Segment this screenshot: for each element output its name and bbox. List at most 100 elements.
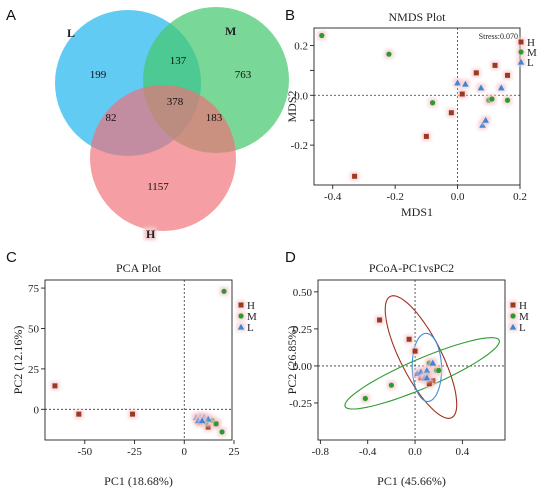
panel-letter-b: B xyxy=(285,7,295,24)
panel-b-ylabel: MDS2 xyxy=(285,90,299,122)
venn-count-m-only: 763 xyxy=(235,69,252,81)
panel-c-point-h xyxy=(76,411,82,417)
panel-d-point-l xyxy=(429,359,437,366)
panel-c-ytick-label: 50 xyxy=(28,323,40,335)
panel-b-legend-marker-h xyxy=(518,39,524,45)
pcoa-plot: -0.8 -0.4 0.0 0.4 -0.25 0.00 0.25 0.50 PCoA-PC1v… xyxy=(285,261,529,488)
panel-c-frame xyxy=(44,279,233,441)
panel-b-point-l xyxy=(482,116,489,123)
panel-d-title: PCoA-PC1vsPC2 xyxy=(369,261,454,275)
venn-count-l-only: 199 xyxy=(90,69,107,81)
panel-c-ylabel: PC2 (12.16%) xyxy=(11,326,25,395)
panel-b-point-h xyxy=(448,110,454,116)
panel-d-legend-label-l: L xyxy=(519,322,526,334)
panel-d-ytick-label: 0.00 xyxy=(293,361,313,373)
panel-b-point-h xyxy=(492,62,498,68)
panel-c-ytick-label: 75 xyxy=(28,283,40,295)
venn-count-l-h: 82 xyxy=(106,112,117,124)
panel-c-ytick-label: 25 xyxy=(28,364,40,376)
panel-b-point-m xyxy=(386,51,392,57)
venn-count-l-m: 137 xyxy=(170,55,187,67)
panel-d-xtick-label: 0.4 xyxy=(456,446,470,458)
panel-d-xtick-label: 0.0 xyxy=(408,446,422,458)
panel-d-ytick-label: -0.25 xyxy=(289,398,312,410)
pca-plot: -50 -25 0 25 0 25 50 75 PCA Plot PC1 (18.68%) PC2 … xyxy=(11,261,257,488)
panel-c-point-m xyxy=(213,421,219,427)
panel-b-point-l xyxy=(477,84,485,91)
panel-d-xtick-label: -0.4 xyxy=(359,446,377,458)
panel-c-legend-marker-h xyxy=(238,302,244,308)
panel-b-xlabel: MDS1 xyxy=(401,205,433,219)
panel-b-xtick-label: 0.0 xyxy=(451,191,465,203)
panel-b-ytick-label: -0.2 xyxy=(291,140,308,152)
panel-b-xtick-label: -0.4 xyxy=(324,191,342,203)
panel-b-legend-marker-l xyxy=(517,58,525,65)
panel-c-point-m xyxy=(219,429,225,435)
panel-d-point-m xyxy=(436,367,442,373)
panel-d-point-h xyxy=(377,317,383,323)
panel-d-point-l xyxy=(423,374,431,381)
nmds-plot: -0.4 -0.2 0.0 0.2 -0.2 0.0 0.2 NMDS Plot MDS1 MDS… xyxy=(285,10,537,219)
panel-c-point-h xyxy=(205,424,211,430)
panel-d-ellipse-h xyxy=(384,295,458,419)
panel-b-point-h xyxy=(505,72,511,78)
panel-c-xtick-label: 0 xyxy=(182,446,188,458)
panel-c-xtick-label: 25 xyxy=(228,446,240,458)
panel-d-xlabel: PC1 (45.66%) xyxy=(377,474,446,488)
venn-set-label-l: L xyxy=(67,26,75,40)
panel-d-ytick-label: 0.50 xyxy=(293,287,313,299)
panel-d-ellipse-l xyxy=(411,332,443,403)
panel-c-legend-marker-l xyxy=(237,323,245,330)
panel-b-point-m xyxy=(504,97,511,103)
panel-d-point-h xyxy=(426,381,432,387)
panel-b-xtick-label: -0.2 xyxy=(386,191,403,203)
panel-b-point-m xyxy=(319,32,325,39)
panel-d-legend-marker-h xyxy=(510,302,516,308)
panel-c-xtick-label: -25 xyxy=(127,446,142,458)
panel-b-point-l xyxy=(479,121,486,128)
panel-b-title: NMDS Plot xyxy=(388,10,446,24)
panel-b-legend-label-m: M xyxy=(527,47,537,59)
panel-d-point-h xyxy=(406,336,412,342)
panel-c-point-m xyxy=(221,288,227,294)
panel-d-xtick-label: -0.8 xyxy=(312,446,330,458)
venn-label-h-glow xyxy=(144,227,156,240)
panel-c-xtick-label: -50 xyxy=(77,446,92,458)
panel-c-title: PCA Plot xyxy=(116,261,162,275)
venn-diagram: L M H 199 763 1157 137 82 183 378 xyxy=(55,7,289,241)
panel-c-point-l xyxy=(198,417,206,424)
panel-letter-d: D xyxy=(285,249,296,266)
panel-d-point-l xyxy=(423,367,431,373)
panel-letter-c: C xyxy=(6,249,17,266)
panel-letter-a: A xyxy=(6,7,16,24)
panel-c-legend-marker-m xyxy=(238,313,244,319)
panel-b-ytick-label: 0.0 xyxy=(294,90,308,102)
panel-d-ylabel: PC2 (26.85%) xyxy=(285,326,299,395)
panel-d-point-h xyxy=(412,348,418,354)
panel-c-legend-label-l: L xyxy=(247,322,254,334)
venn-count-l-m-h: 378 xyxy=(167,96,184,108)
panel-b-legend-label-h: H xyxy=(527,37,535,49)
panel-c-xlabel: PC1 (18.68%) xyxy=(104,474,173,488)
panel-d-legend-label-m: M xyxy=(519,311,529,323)
panel-d-point-m xyxy=(388,382,394,388)
venn-set-label-h: H xyxy=(146,227,156,241)
panel-d-ytick-label: 0.25 xyxy=(293,324,313,336)
panel-b-point-l xyxy=(454,79,461,86)
panel-b-point-h xyxy=(352,173,358,179)
panel-b-frame xyxy=(313,27,521,186)
panel-d-legend-marker-l xyxy=(509,323,517,330)
panel-b-legend-marker-m xyxy=(518,49,524,55)
panel-b-point-h xyxy=(423,133,429,139)
panel-b-legend-label-l: L xyxy=(527,57,534,69)
panel-c-legend-label-h: H xyxy=(247,300,255,312)
panel-b-point-m xyxy=(430,100,436,106)
venn-count-h-only: 1157 xyxy=(147,181,169,193)
panel-c-legend-label-m: M xyxy=(247,311,257,323)
panel-c-point-h xyxy=(130,411,136,417)
venn-count-m-h: 183 xyxy=(206,112,223,124)
panel-d-legend-label-h: H xyxy=(519,300,527,312)
panel-d-legend-marker-m xyxy=(510,313,516,319)
panel-b-point-m xyxy=(489,96,495,102)
